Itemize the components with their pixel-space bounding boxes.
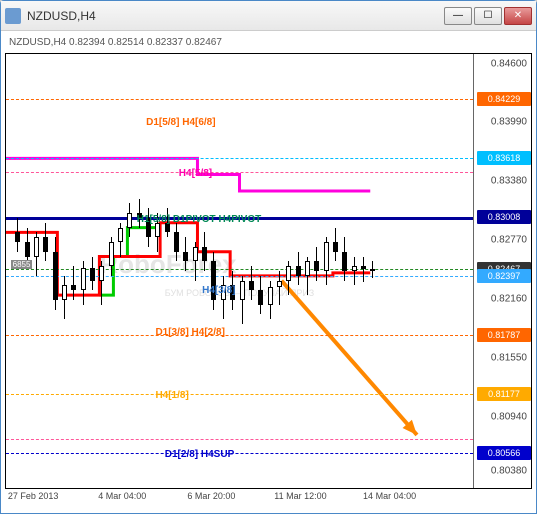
price-tag: 0.83008: [477, 210, 531, 224]
trend-arrow-line: [282, 281, 417, 435]
y-tick-label: 0.80940: [491, 411, 527, 422]
close-button[interactable]: ✕: [504, 7, 532, 25]
price-level-line: [6, 394, 473, 395]
window-title: NZDUSD,H4: [27, 9, 444, 23]
price-level-line: [6, 99, 473, 100]
x-tick-label: 11 Mar 12:00: [274, 491, 326, 501]
price-level-line: [6, 276, 473, 277]
x-axis: 27 Feb 2013 4 Mar 04:00 6 Mar 20:00 11 Mar …: [5, 491, 474, 509]
maximize-button[interactable]: ☐: [474, 7, 502, 25]
x-tick-label: 4 Mar 04:00: [98, 491, 146, 501]
titlebar[interactable]: NZDUSD,H4 — ☐ ✕: [1, 1, 536, 31]
y-tick-label: 0.81550: [491, 352, 527, 363]
price-level-line: [6, 453, 473, 454]
lines-svg: [6, 54, 473, 488]
x-tick-label: 6 Mar 20:00: [187, 491, 235, 501]
y-tick-label: 0.83380: [491, 176, 527, 187]
chart-outer: NZDUSD,H4 0.82394 0.82514 0.82337 0.8246…: [1, 31, 536, 513]
y-tick-label: 0.82770: [491, 235, 527, 246]
window-controls: — ☐ ✕: [444, 7, 532, 25]
x-tick-label: 14 Mar 04:00: [363, 491, 416, 501]
price-tag: 0.82397: [477, 269, 531, 283]
level-label: D1[5/8] H4[6/8]: [146, 117, 215, 128]
price-level-line: [6, 335, 473, 336]
small-price-label: 6855: [11, 260, 33, 269]
price-tag: 0.81177: [477, 387, 531, 401]
price-tag: 0.84229: [477, 92, 531, 106]
level-label: H1[5/8] D1PIVOT H4PIVOT: [137, 214, 261, 225]
y-tick-label: 0.80380: [491, 465, 527, 476]
price-level-line: [6, 172, 473, 173]
y-tick-label: 0.83990: [491, 117, 527, 128]
level-label: D1[3/8] H4[2/8]: [155, 327, 224, 338]
level-label: H4[3/8]: [202, 285, 235, 296]
ohlc-header: NZDUSD,H4 0.82394 0.82514 0.82337 0.8246…: [5, 35, 532, 50]
minimize-button[interactable]: —: [444, 7, 472, 25]
level-label: H4[5/8]: [179, 168, 212, 179]
plot-area[interactable]: RoboForex БУМ РОБОТОВ — ПОЛУЧАЙ ПРИЗ D1[…: [6, 54, 473, 488]
price-level-line: [6, 269, 473, 270]
app-icon: [5, 8, 21, 24]
y-tick-label: 0.82160: [491, 293, 527, 304]
chart-container[interactable]: RoboForex БУМ РОБОТОВ — ПОЛУЧАЙ ПРИЗ D1[…: [5, 53, 532, 489]
price-tag: 0.83618: [477, 151, 531, 165]
price-tag: 0.81787: [477, 328, 531, 342]
x-tick-label: 27 Feb 2013: [8, 491, 59, 501]
chart-window: NZDUSD,H4 — ☐ ✕ NZDUSD,H4 0.82394 0.8251…: [0, 0, 537, 514]
price-level-line: [6, 158, 473, 159]
level-label: D1[2/8] H4SUP: [165, 449, 234, 460]
y-axis: 0.84600 0.83990 0.83380 0.82770 0.82160 0.815…: [473, 54, 531, 488]
y-tick-label: 0.84600: [491, 58, 527, 69]
price-tag: 0.80566: [477, 446, 531, 460]
level-label: H4[1/8]: [155, 390, 188, 401]
price-level-line: [6, 439, 473, 440]
